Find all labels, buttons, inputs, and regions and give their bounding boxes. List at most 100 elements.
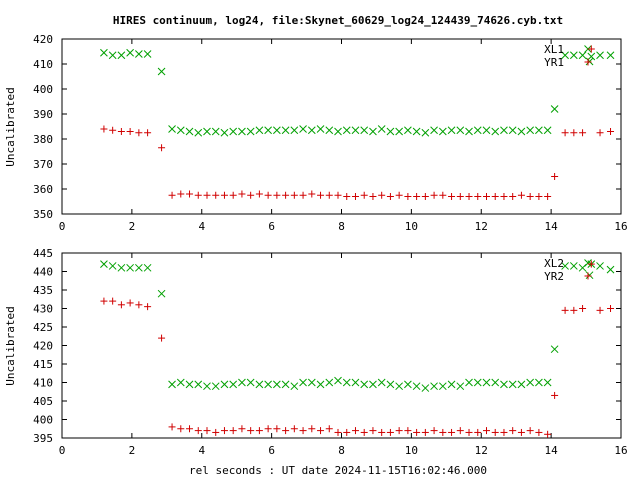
xl1-point — [246, 127, 255, 136]
yr2-legend-sample — [584, 272, 592, 280]
xl2-point — [569, 262, 578, 270]
yr2-point — [144, 303, 152, 311]
yr1-point — [264, 191, 272, 199]
yr1-point — [421, 193, 429, 200]
yr1-point — [517, 191, 525, 199]
yr2-point — [100, 297, 108, 305]
yr2-point — [561, 306, 569, 314]
xl1-point — [281, 126, 290, 135]
xl1-point — [412, 127, 421, 136]
xl1-point — [176, 126, 185, 135]
yr1-point — [395, 191, 403, 199]
xl1-point — [465, 127, 473, 136]
xl1-point — [482, 126, 491, 135]
yr2-point — [430, 427, 438, 435]
yr2-point — [220, 427, 228, 435]
yr2-point — [587, 260, 595, 268]
yr2-point — [421, 428, 429, 436]
x-tick-label: 0 — [59, 444, 66, 457]
yr1-point — [117, 128, 125, 135]
y-tick-label: 415 — [33, 358, 53, 371]
xl1-point — [535, 126, 543, 135]
yr1-point — [369, 193, 377, 200]
xl2-point — [404, 380, 412, 389]
xl2-point — [377, 378, 386, 387]
xl2-point — [395, 382, 404, 391]
xl2-point — [273, 380, 281, 389]
xl1-point — [550, 105, 559, 113]
yr2-point — [229, 427, 237, 435]
xl1-point — [100, 48, 108, 57]
x-tick-label: 6 — [268, 220, 275, 233]
yr1-point — [273, 191, 281, 199]
yr1-point — [238, 190, 246, 198]
xl1-point — [325, 126, 334, 135]
xl2-point — [194, 380, 203, 389]
xl1-point — [264, 126, 272, 135]
xl2-point — [203, 382, 211, 391]
top-legend: XL1 YR1 — [544, 43, 564, 69]
yr1-point — [325, 191, 333, 199]
yr1-point — [526, 193, 534, 200]
yr1-point — [607, 128, 615, 135]
xl1-point — [421, 128, 430, 137]
y-tick-label: 400 — [33, 414, 53, 427]
y-tick-label: 420 — [33, 340, 53, 353]
yr2-point — [404, 427, 412, 435]
xl2-point — [517, 380, 526, 389]
yr2-point — [551, 391, 559, 399]
x-tick-label: 14 — [545, 220, 559, 233]
yr1-point — [474, 193, 482, 200]
yr1-point — [135, 129, 143, 137]
xl1-point — [430, 126, 438, 135]
top-plot-frame — [61, 38, 622, 215]
y-tick-label: 410 — [33, 58, 53, 71]
xl1-point — [194, 128, 203, 137]
xl1-point — [135, 50, 143, 58]
xl1-point — [395, 127, 404, 136]
yr2-point — [474, 428, 482, 436]
yr2-point — [570, 306, 578, 314]
xl2-point — [369, 380, 377, 389]
xl2-point — [550, 345, 559, 354]
yr2-point — [126, 299, 134, 307]
xl2-point — [290, 382, 299, 391]
xl2-point — [281, 380, 290, 389]
xl2-point — [543, 378, 552, 387]
yr1-point — [404, 193, 412, 200]
xl1-point — [299, 125, 307, 133]
xl2-point — [456, 382, 465, 391]
yr2-point — [607, 305, 615, 312]
xl1-point — [578, 51, 587, 60]
x-axis-label: rel seconds : UT date 2024-11-15T16:02:4… — [189, 464, 487, 477]
yr1-point — [290, 191, 298, 199]
xl2-legend-sample — [584, 259, 592, 267]
yr2-point — [369, 427, 377, 435]
y-tick-label: 360 — [33, 183, 53, 196]
yr2-point — [448, 428, 456, 436]
xl2-point — [360, 380, 369, 389]
x-tick-label: 4 — [198, 444, 205, 457]
yr2-point — [308, 425, 316, 433]
xl1-point — [143, 50, 152, 58]
xl2-point — [307, 378, 316, 387]
x-tick-label: 10 — [405, 220, 418, 233]
xl1-point — [117, 51, 126, 60]
bottom-legend: XL2 YR2 — [544, 257, 564, 283]
bottom-legend-label-xl2: XL2 — [544, 257, 564, 270]
yr2-point — [299, 427, 307, 435]
xl1-point — [606, 51, 615, 60]
yr2-point — [168, 423, 176, 431]
yr2-point — [194, 427, 202, 435]
x-tick-label: 0 — [59, 220, 66, 233]
xl2-point — [421, 384, 430, 392]
y-tick-label: 430 — [33, 303, 53, 316]
yr2-point — [264, 425, 272, 433]
xl2-point — [126, 263, 134, 272]
xl2-point — [168, 380, 176, 389]
y-tick-label: 405 — [33, 395, 53, 408]
xl2-point — [465, 378, 473, 387]
yr1-point — [109, 126, 117, 134]
bottom-axis-ticks: 0 2 4 6 8 10 12 14 16 395 400 405 410 415 420 425 430 435… — [33, 247, 628, 457]
